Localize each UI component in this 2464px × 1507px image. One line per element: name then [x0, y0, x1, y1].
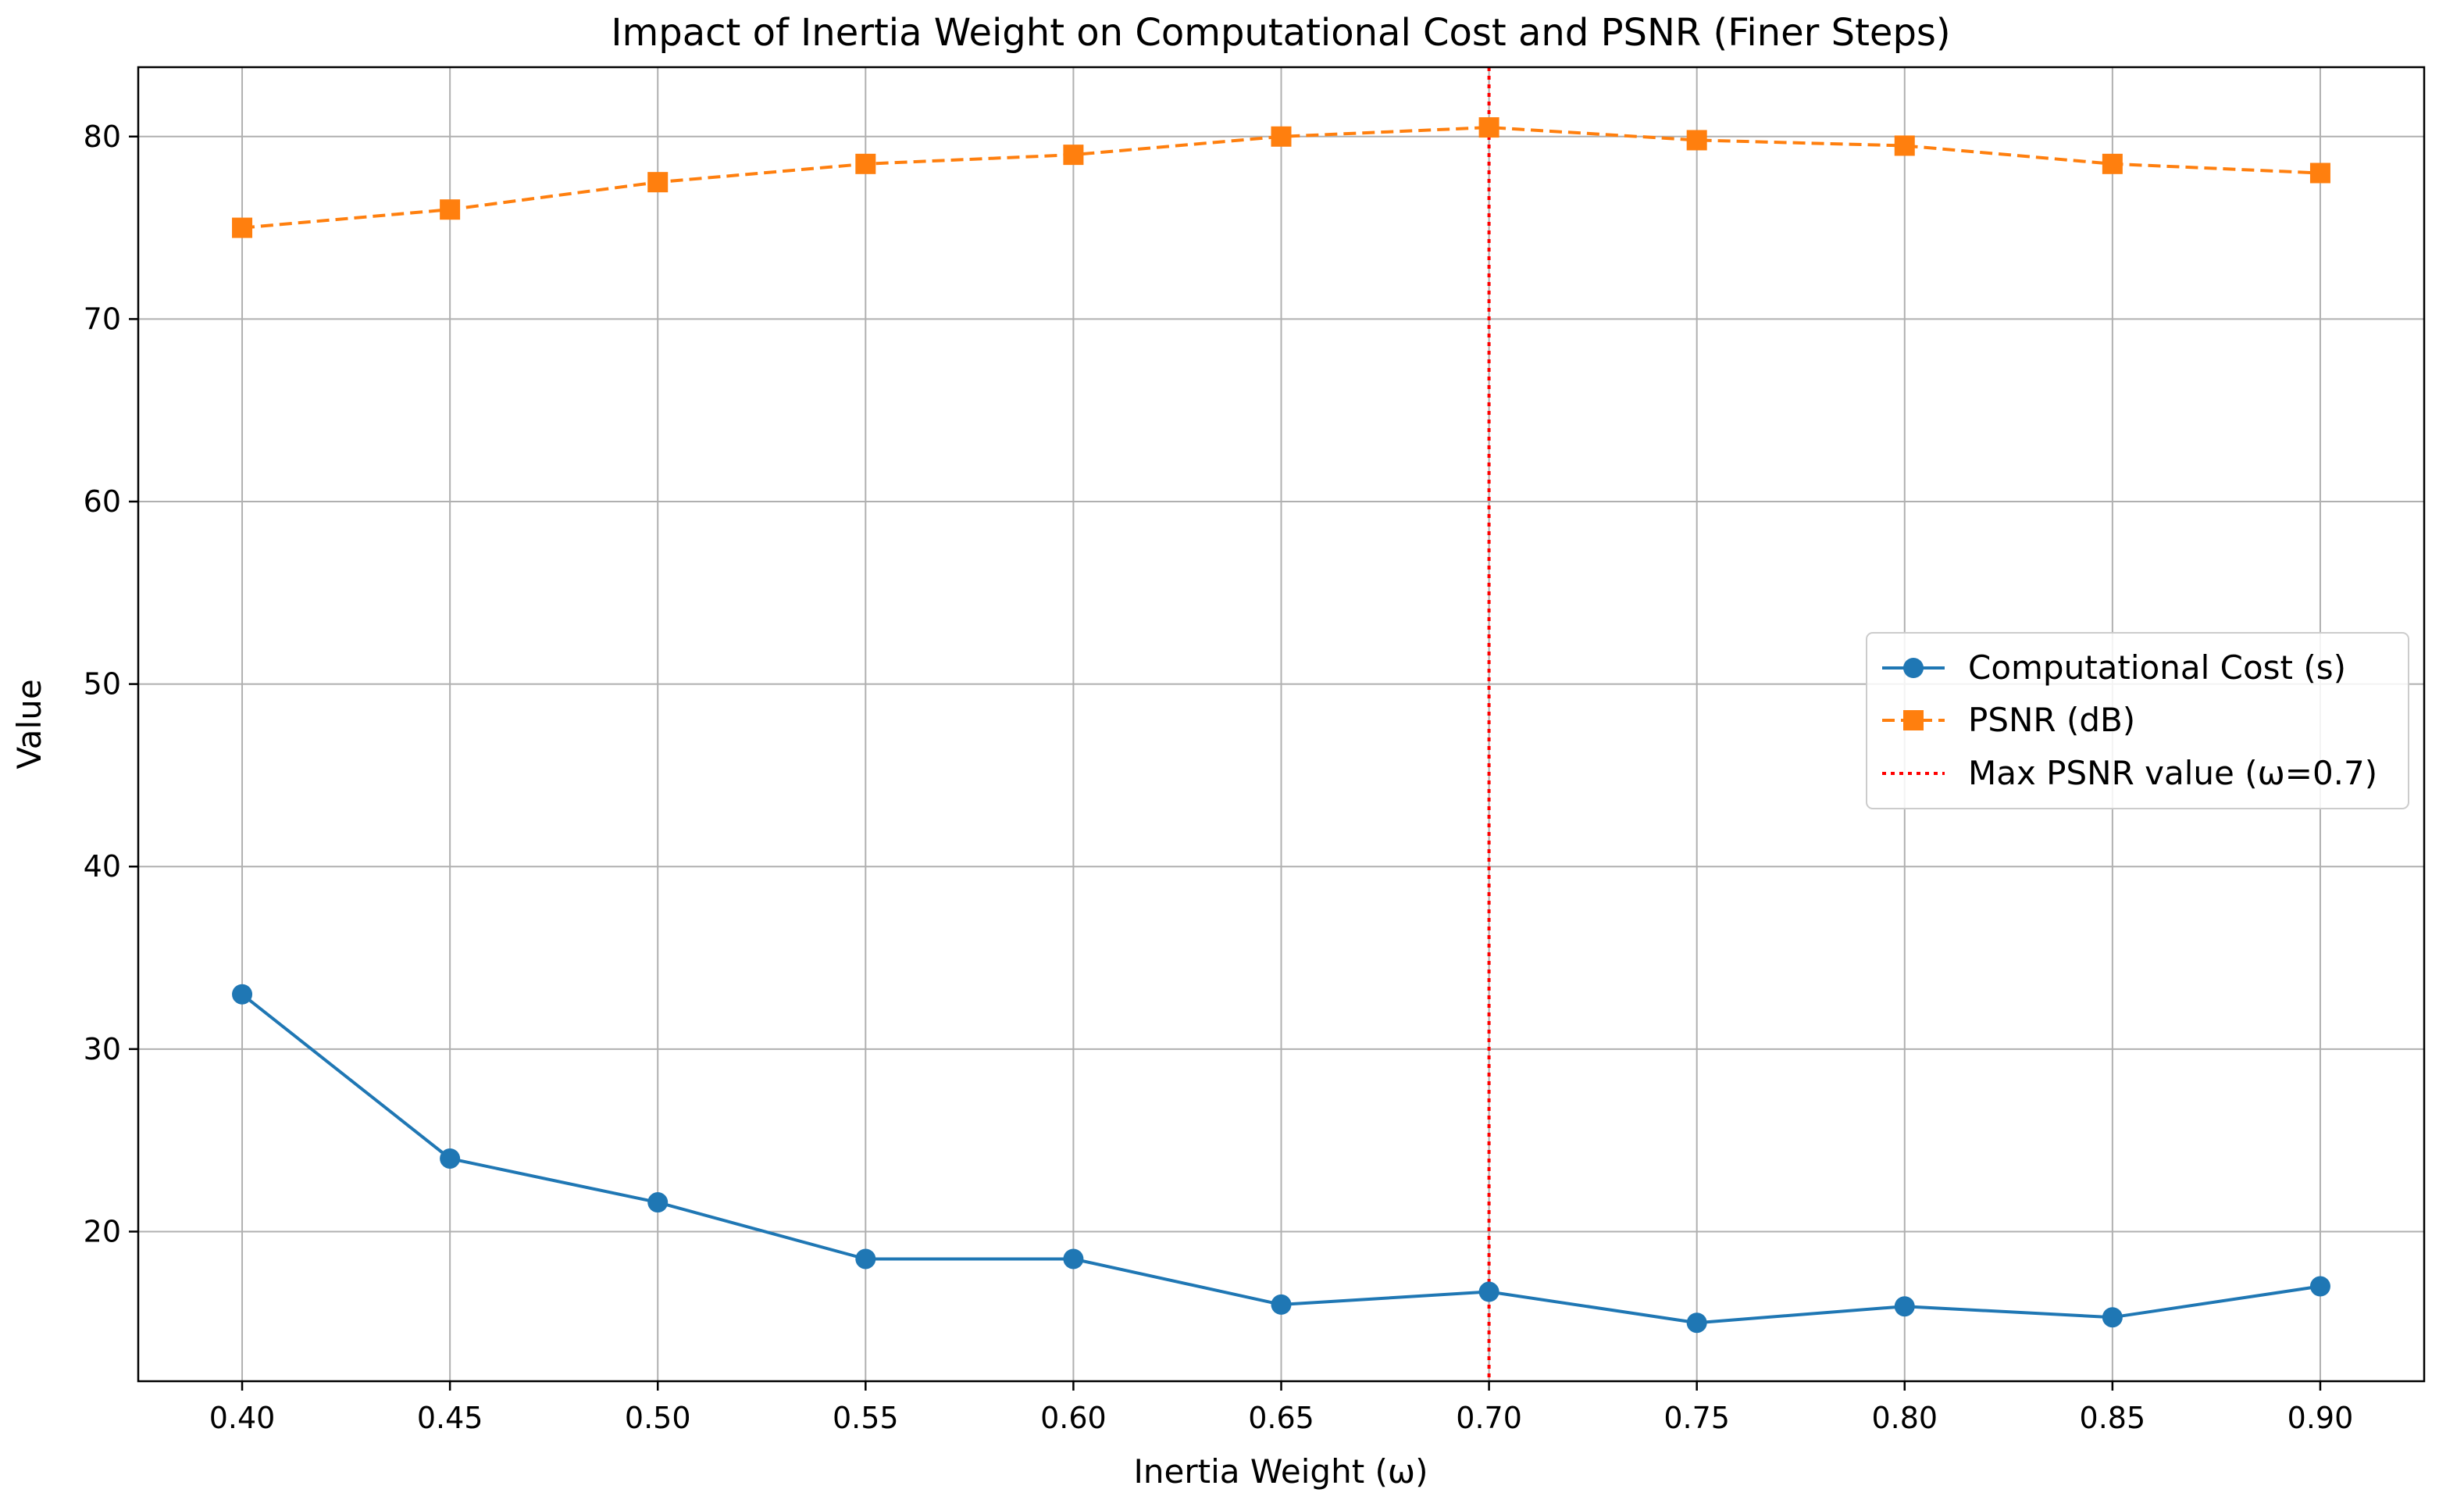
x-tick-label: 0.45	[417, 1401, 483, 1435]
x-tick-label: 0.80	[1871, 1401, 1938, 1435]
data-point	[2102, 1307, 2123, 1328]
data-point	[647, 1192, 669, 1213]
data-point	[440, 199, 461, 220]
x-axis-label: Inertia Weight (ω)	[1134, 1452, 1428, 1491]
data-point	[1894, 135, 1915, 156]
legend-frame	[1866, 632, 2409, 809]
data-point	[1686, 130, 1707, 151]
x-tick-label: 0.60	[1040, 1401, 1107, 1435]
chart-title: Impact of Inertia Weight on Computationa…	[611, 11, 1950, 55]
legend: Computational Cost (s) PSNR (dB) Max PSN…	[1866, 632, 2409, 809]
y-tick-label: 50	[84, 667, 121, 702]
x-tick-label: 0.40	[209, 1401, 276, 1435]
data-point	[2309, 1276, 2330, 1297]
x-tick-label: 0.90	[2287, 1401, 2354, 1435]
data-point	[1271, 1294, 1292, 1315]
x-tick-label: 0.75	[1663, 1401, 1730, 1435]
series-psnr	[232, 117, 2330, 238]
y-tick-label: 70	[84, 302, 121, 336]
x-tick-label: 0.85	[2080, 1401, 2146, 1435]
legend-cost-marker	[1903, 658, 1924, 678]
data-point	[855, 1248, 876, 1270]
y-tick-label: 60	[84, 484, 121, 519]
data-point	[1063, 145, 1084, 166]
y-tick-label: 20	[84, 1214, 121, 1248]
x-tick-label: 0.65	[1248, 1401, 1314, 1435]
data-point	[232, 984, 253, 1005]
data-point	[1686, 1312, 1707, 1334]
series-line	[241, 126, 2321, 230]
x-tick-label: 0.70	[1456, 1401, 1522, 1435]
series-layer	[232, 117, 2330, 1334]
legend-psnr-marker	[1903, 710, 1924, 730]
y-tick-label: 80	[84, 120, 121, 154]
data-point	[647, 172, 669, 193]
y-axis-label: Value	[10, 679, 48, 769]
data-point	[1478, 117, 1499, 138]
x-tick-label: 0.50	[625, 1401, 691, 1435]
data-point	[2102, 153, 2123, 174]
legend-label-cost: Computational Cost (s)	[1968, 648, 2346, 687]
data-point	[1478, 1281, 1499, 1302]
series-computational-cost	[232, 984, 2330, 1334]
data-point	[1894, 1296, 1915, 1317]
legend-label-psnr: PSNR (dB)	[1968, 701, 2135, 739]
data-point	[232, 217, 253, 238]
y-axis-ticks: 20 30 40 50 60 70 80	[84, 120, 138, 1248]
data-point	[1063, 1248, 1084, 1270]
legend-label-max-psnr: Max PSNR value (ω=0.7)	[1968, 754, 2377, 792]
x-tick-label: 0.55	[833, 1401, 899, 1435]
y-tick-label: 40	[84, 849, 121, 884]
data-point	[1271, 126, 1292, 147]
data-point	[2309, 162, 2330, 184]
y-tick-label: 30	[84, 1032, 121, 1066]
data-point	[855, 153, 876, 174]
data-point	[440, 1148, 461, 1169]
x-axis-ticks: 0.40 0.45 0.50 0.55 0.60 0.65 0.70 0.75 0.80 0.85…	[209, 1381, 2354, 1435]
